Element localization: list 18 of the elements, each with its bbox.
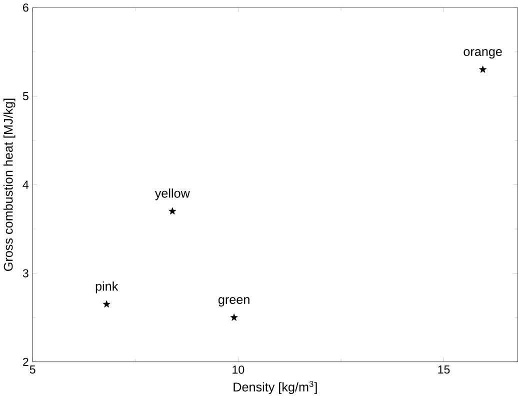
annotation: green (218, 297, 250, 307)
point (102, 300, 110, 308)
y-tick-label: 4 (22, 181, 29, 189)
x-tick-label: 15 (438, 366, 450, 374)
point (230, 314, 238, 321)
x-tick-label: 5 (30, 366, 36, 374)
annotation: yellow (154, 188, 190, 200)
y-tick-label: 3 (22, 269, 28, 278)
x-tick-label: 10 (232, 366, 244, 374)
x-axis-title: Density [kg/m$^{3}$] (234, 381, 317, 394)
y-axis-title: Gross combustion heat [MJ/kg] (4, 99, 16, 272)
point (479, 66, 487, 74)
point (168, 208, 176, 215)
y-tick-label: 6 (23, 4, 28, 12)
y-tick-label: 5 (22, 92, 28, 100)
annotation: orange (464, 49, 502, 59)
annotation: pink (96, 282, 118, 294)
y-tick-label: 2 (23, 358, 28, 366)
